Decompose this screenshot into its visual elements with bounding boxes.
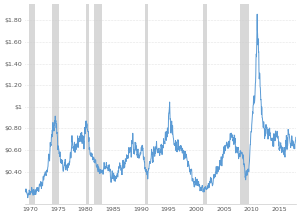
- Bar: [85, 4, 89, 204]
- Bar: [94, 4, 102, 204]
- Bar: [203, 4, 207, 204]
- Bar: [29, 4, 35, 204]
- Bar: [52, 4, 59, 204]
- Bar: [145, 4, 148, 204]
- Bar: [240, 4, 249, 204]
